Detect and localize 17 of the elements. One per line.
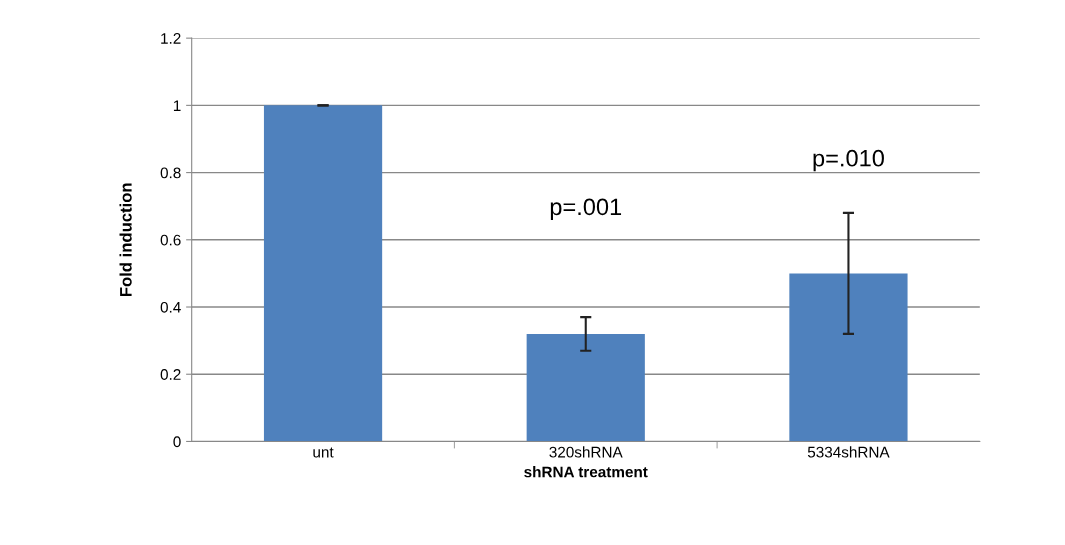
bar xyxy=(526,333,645,442)
bar xyxy=(263,105,383,442)
y-axis-title: Fold induction xyxy=(119,183,132,297)
y-tick-label: 0 xyxy=(173,436,181,448)
annotation: p=.001 xyxy=(550,198,622,220)
y-tick-label: 0.2 xyxy=(160,369,181,380)
x-tick-label: 5334shRNA xyxy=(807,446,890,458)
y-tick-label: 0.8 xyxy=(160,167,181,179)
x-tick-label: 320shRNA xyxy=(549,446,623,458)
y-tick-label: 0.4 xyxy=(160,301,181,313)
y-tick-label: 1.2 xyxy=(161,33,181,44)
x-axis-title: shRNA treatment xyxy=(524,466,648,478)
x-tick-label: unt xyxy=(313,447,334,458)
annotation: p=.010 xyxy=(813,149,884,172)
bar xyxy=(789,273,908,442)
y-tick-label: 1 xyxy=(173,100,181,111)
y-tick-label: 0.6 xyxy=(160,234,181,246)
